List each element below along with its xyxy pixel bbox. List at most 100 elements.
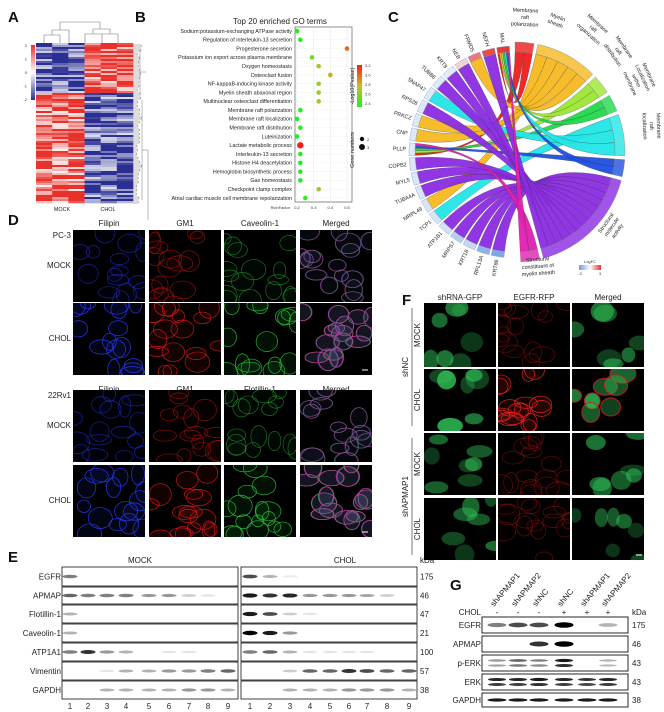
- heatmap-cell: [116, 105, 134, 108]
- heatmap-cell: [100, 115, 118, 118]
- heatmap-cell: [36, 123, 53, 126]
- band: [599, 677, 617, 682]
- blot-row: EGFR 175: [39, 566, 434, 587]
- heatmap-cell: [52, 55, 69, 58]
- band: [62, 650, 78, 654]
- condition-label: CHOL: [49, 496, 72, 505]
- heatmap-cell: [68, 79, 85, 82]
- row-dendrogram: [133, 44, 149, 220]
- cell: [149, 231, 162, 255]
- heatmap-cell: [100, 69, 118, 72]
- heatmap-cell: [68, 55, 85, 58]
- heatmap-cell: [116, 157, 134, 160]
- heatmap-cell: [84, 117, 101, 120]
- cell: [106, 268, 123, 282]
- cell: [498, 474, 513, 495]
- heatmap-cell: [84, 181, 101, 184]
- heatmap-cell: [100, 107, 118, 110]
- cell: [170, 319, 195, 339]
- micrograph: [149, 390, 221, 462]
- heatmap-cell: [116, 55, 134, 58]
- heatmap-cell: [84, 87, 101, 90]
- band: [379, 669, 395, 673]
- heatmap-cell: [52, 75, 69, 78]
- heatmap-cell: [36, 199, 53, 202]
- heatmap-cell: [36, 157, 53, 160]
- heatmap-cell: [84, 77, 101, 80]
- heatmap-cell: [116, 175, 134, 178]
- heatmap-cell: [36, 91, 53, 94]
- cell: [123, 358, 143, 374]
- cell: [498, 303, 511, 311]
- heatmap-cell: [84, 191, 101, 194]
- image-background: [300, 303, 372, 375]
- heatmap-cell: [84, 201, 101, 204]
- cell: [526, 519, 544, 532]
- condition-label: CHOL: [413, 388, 422, 411]
- gene-arc: [423, 86, 437, 102]
- cell: [84, 468, 109, 484]
- band: [554, 622, 574, 628]
- cell: [344, 465, 360, 474]
- band: [62, 574, 78, 579]
- heatmap-cell: [84, 173, 101, 176]
- cell: [280, 307, 296, 322]
- cell: [533, 476, 560, 495]
- band: [282, 575, 298, 578]
- lane-number: 1: [68, 702, 73, 711]
- heatmap-cell: [36, 193, 53, 196]
- heatmap-cell: [36, 121, 53, 124]
- blot-frame: [240, 604, 418, 624]
- go-term-dot: [294, 134, 300, 139]
- heatmap-cell: [100, 61, 118, 64]
- cell: [429, 434, 449, 445]
- cell: [520, 479, 543, 495]
- band: [302, 688, 318, 692]
- cell: [121, 394, 145, 407]
- heatmap-cell: [52, 99, 69, 102]
- cell: [465, 369, 490, 390]
- band: [118, 688, 134, 692]
- band: [80, 593, 96, 598]
- heatmap-cell: [116, 155, 134, 158]
- cell: [344, 436, 359, 456]
- band: [341, 669, 357, 673]
- heatmap-cell: [100, 181, 118, 184]
- channel-header: Filipin: [99, 385, 120, 394]
- cell: [227, 442, 247, 456]
- heatmap-cell: [84, 143, 101, 146]
- heatmap-cell: [68, 113, 85, 116]
- lane-number: 7: [187, 702, 192, 711]
- heatmap-cell: [116, 135, 134, 138]
- heatmap-cell: [68, 125, 85, 128]
- cell: [109, 253, 130, 266]
- cell: [330, 230, 349, 242]
- protein-label: Vimentin: [30, 667, 61, 676]
- band: [200, 688, 216, 692]
- cell: [86, 434, 112, 446]
- heatmap-cell: [100, 139, 118, 142]
- band: [554, 641, 574, 647]
- cell: [555, 518, 570, 538]
- heatmap-cell: [68, 51, 85, 54]
- cell: [251, 514, 265, 528]
- heatmap-cell: [36, 195, 53, 198]
- cell: [149, 240, 169, 254]
- heatmap-cell: [36, 129, 53, 132]
- cell: [119, 366, 145, 375]
- cell: [498, 331, 518, 353]
- heatmap-cell: [52, 149, 69, 152]
- micrograph: [498, 498, 570, 560]
- heatmap-cell: [116, 173, 134, 176]
- lane-number: 6: [347, 702, 352, 711]
- chol-sign: +: [606, 608, 611, 617]
- cell: [203, 426, 221, 438]
- cell: [224, 362, 239, 375]
- heatmap-cell: [116, 75, 134, 78]
- gene-label: CNP: [396, 129, 409, 137]
- heatmap-cell: [36, 111, 53, 114]
- heatmap-cell: [68, 169, 85, 172]
- cell: [283, 286, 296, 302]
- size-legend-value: 2: [367, 137, 370, 142]
- heatmap-cell: [116, 187, 134, 190]
